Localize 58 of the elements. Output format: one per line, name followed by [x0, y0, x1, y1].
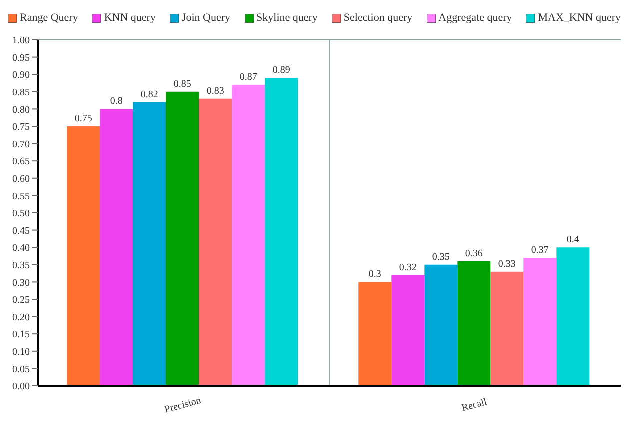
legend-label: Skyline query — [256, 12, 318, 24]
bar — [265, 78, 298, 386]
y-tick-label: 0.70 — [12, 139, 30, 150]
data-label: 0.37 — [531, 244, 549, 256]
y-tick-label: 0.80 — [12, 104, 30, 116]
data-label: 0.33 — [498, 258, 516, 270]
data-label: 0.3 — [368, 269, 382, 280]
y-tick-label: 0.30 — [12, 278, 30, 289]
data-label: 0.8 — [110, 96, 123, 108]
bar — [424, 264, 458, 386]
bar — [199, 98, 232, 386]
data-label: 0.85 — [174, 78, 192, 90]
y-tick-label: 0.05 — [12, 364, 30, 376]
legend-label: KNN query — [104, 12, 156, 24]
y-tick-label: 0.20 — [12, 312, 30, 324]
bar — [166, 92, 200, 386]
y-tick-label: 0.50 — [12, 208, 30, 220]
bar — [524, 258, 557, 386]
y-tick-label: 0.00 — [12, 382, 30, 393]
x-tick-label: Recall — [460, 396, 489, 414]
data-label: 0.75 — [74, 114, 92, 124]
y-tick-label: 0.90 — [12, 70, 30, 82]
data-label: 0.32 — [399, 262, 417, 274]
y-tick-label: 1.00 — [12, 36, 30, 47]
bar — [67, 126, 100, 386]
data-label: 0.36 — [465, 248, 483, 260]
data-label: 0.35 — [432, 252, 450, 263]
bar — [458, 261, 491, 386]
y-tick-label: 0.15 — [12, 330, 30, 341]
data-label: 0.87 — [240, 72, 258, 83]
bar — [133, 102, 166, 386]
y-tick-label: 0.65 — [12, 156, 30, 168]
bar — [232, 84, 266, 386]
legend-label: MAX_KNN query — [538, 12, 622, 24]
y-tick-label: 0.95 — [12, 52, 30, 64]
y-tick-label: 0.55 — [12, 191, 30, 202]
y-tick-label: 0.35 — [12, 260, 30, 272]
bar — [100, 109, 134, 386]
legend-label: Join Query — [182, 12, 231, 24]
bar — [490, 272, 524, 386]
legend-label: Selection query — [344, 12, 413, 24]
bar — [556, 248, 590, 386]
data-label: 0.82 — [140, 89, 158, 100]
legend-label: Aggregate query — [438, 12, 512, 24]
y-tick-label: 0.45 — [12, 226, 30, 237]
y-tick-label: 0.60 — [12, 174, 30, 185]
bar — [358, 282, 392, 386]
bar — [392, 275, 425, 386]
data-label: 0.4 — [566, 234, 580, 246]
y-tick-label: 0.40 — [12, 243, 30, 254]
y-tick-label: 0.10 — [12, 346, 30, 358]
y-tick-label: 0.25 — [12, 295, 30, 306]
y-tick-label: 0.85 — [12, 87, 30, 98]
data-label: 0.89 — [272, 65, 290, 76]
x-tick-label: Precision — [164, 395, 202, 416]
legend-label: Range Query — [20, 12, 78, 24]
y-tick-label: 0.75 — [12, 122, 30, 134]
data-label: 0.83 — [206, 86, 224, 97]
